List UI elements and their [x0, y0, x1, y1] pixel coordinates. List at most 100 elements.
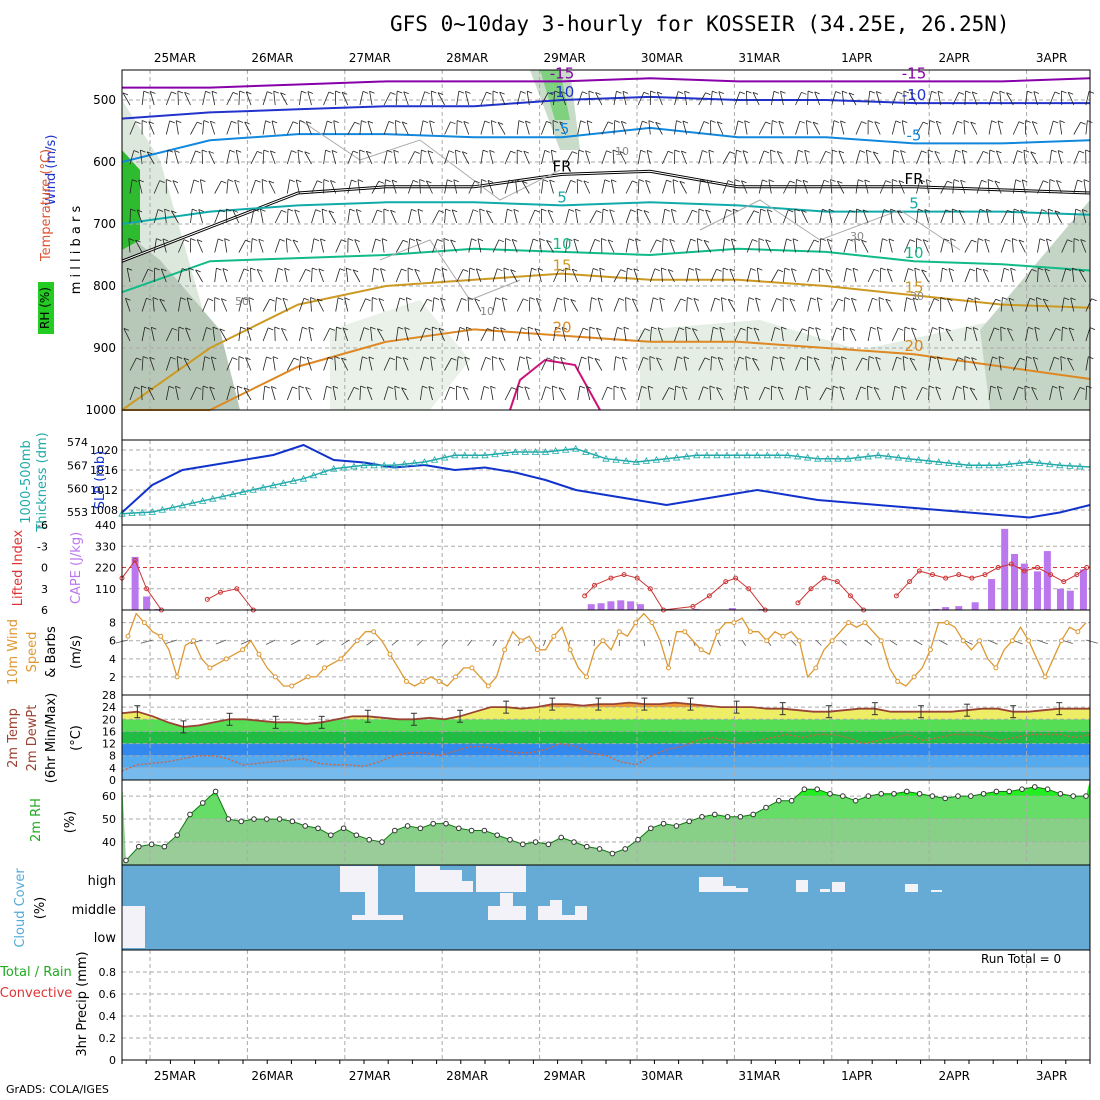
wind-barb [375, 238, 381, 242]
wind-barb [674, 298, 681, 312]
wind-barb [533, 238, 539, 242]
wind-barb [141, 120, 148, 123]
wind-barb [860, 386, 866, 390]
wind-barb [432, 297, 435, 312]
wind-barb [284, 267, 290, 271]
wind-barb [698, 92, 706, 106]
wind-barb [226, 121, 232, 135]
wind-barb [185, 327, 191, 331]
wind-barb [370, 326, 376, 330]
wind-speed-marker [1075, 629, 1081, 635]
wind-barb [497, 268, 503, 272]
wind-speed-marker [371, 629, 377, 635]
wind-barb [330, 180, 336, 183]
wind-barb [1058, 385, 1065, 389]
wind-barb [897, 210, 905, 224]
wind-barb [879, 238, 883, 253]
wind-barb [329, 328, 335, 331]
rh-marker [161, 843, 168, 850]
y-tick-label: 600 [93, 155, 116, 169]
wind-barb [873, 268, 880, 272]
wind-barb [940, 297, 946, 300]
date-label-top: 25MAR [154, 51, 196, 65]
wind-barb [637, 386, 642, 401]
li-marker [969, 575, 975, 581]
wind-barb [831, 120, 835, 135]
wind-barb [271, 120, 278, 124]
rh-marker [264, 816, 270, 822]
wind-barb [525, 120, 531, 124]
rh-marker [929, 793, 936, 799]
wind-barb [1068, 327, 1075, 342]
wind-barb [196, 121, 203, 125]
wind-barb [307, 91, 314, 94]
wind-barb [867, 91, 871, 106]
wind-barb [430, 356, 433, 371]
wind-barb [427, 150, 434, 154]
wind-speed-marker [387, 651, 393, 657]
wind-barb [1049, 328, 1057, 342]
rh-marker [622, 846, 629, 852]
wind-barb [947, 180, 953, 184]
wind-barb [177, 356, 183, 359]
wind-barb [643, 639, 645, 647]
wind-barb [193, 179, 200, 183]
wind-barb [855, 121, 862, 135]
wind-barb [238, 90, 241, 106]
wind-barb [1044, 268, 1050, 283]
wind-barb [450, 239, 458, 253]
wind-barb [397, 326, 404, 330]
rh-marker [187, 811, 193, 818]
wind-barb [595, 92, 601, 95]
wind-barb [323, 328, 331, 342]
wind-barb [285, 238, 288, 253]
wind-barb [141, 385, 147, 389]
wind-barb [366, 639, 374, 646]
wind-barb [952, 357, 959, 371]
wind-barb [377, 209, 383, 213]
wind-barb [147, 151, 153, 155]
wind-barb [441, 268, 445, 283]
wind-barb [474, 180, 480, 184]
wind-barb [997, 120, 1002, 135]
wind-barb [752, 239, 758, 242]
wind-barb [779, 356, 784, 371]
wind-barb [637, 208, 643, 212]
wind-barb [866, 385, 869, 401]
contour-label: FR [904, 170, 923, 188]
wind-barb [831, 91, 837, 106]
wind-barb [184, 92, 191, 106]
wind-barb [438, 327, 445, 331]
wind-barb [637, 357, 644, 371]
rh-legend-swatch [38, 282, 54, 334]
wind-barb [456, 385, 462, 389]
wind-barb [828, 208, 835, 212]
wind-barb [465, 327, 470, 342]
wind-barb [1031, 269, 1037, 272]
li-marker [821, 575, 827, 581]
wind-barb [209, 386, 215, 390]
wind-barb [753, 210, 760, 214]
wind-barb [572, 151, 578, 155]
wind-barb [480, 328, 488, 342]
wind-barb [940, 180, 948, 194]
rh-marker [507, 836, 513, 843]
wind-barb [958, 92, 965, 95]
wind-barb [571, 268, 579, 283]
thickness-marker [430, 455, 439, 463]
wind-barb [613, 327, 618, 342]
wind-barb [1033, 356, 1039, 360]
wind-barb [872, 297, 878, 301]
wind-speed-marker [584, 674, 590, 680]
wind-barb [836, 327, 842, 331]
wind-barb [565, 238, 568, 253]
li-marker [144, 586, 150, 592]
wind-barb [411, 208, 417, 212]
wind-barb [1025, 91, 1028, 106]
wind-barb [916, 238, 922, 241]
wind-barb [841, 91, 845, 106]
wind-barb [969, 387, 976, 391]
wind-barb [870, 326, 876, 330]
thickness-marker [572, 444, 580, 452]
wind-barb [573, 238, 579, 242]
